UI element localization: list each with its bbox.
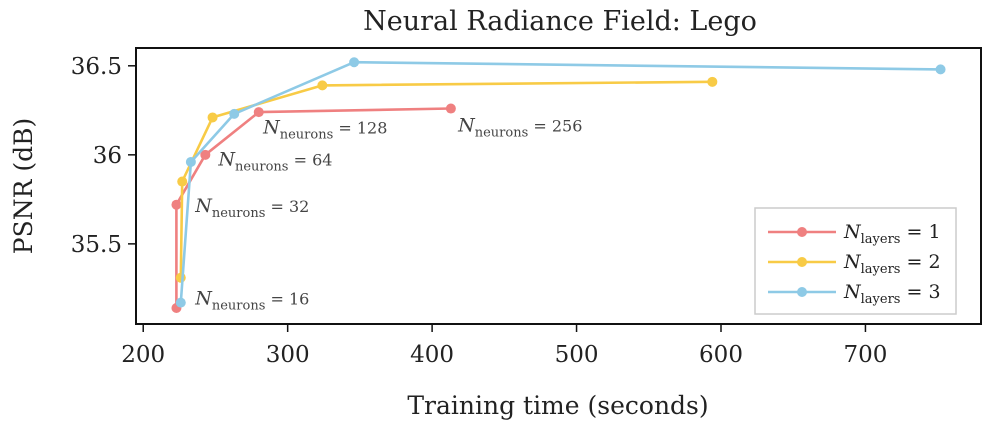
- legend-label-layers-2: Nlayers = 2: [843, 251, 941, 277]
- legend-swatch-marker: [797, 287, 807, 297]
- data-point: [349, 57, 360, 68]
- data-point: [171, 199, 182, 210]
- annotation-neurons: Nneurons = 32: [194, 195, 309, 221]
- annotation-neurons: Nneurons = 128: [262, 116, 387, 142]
- y-axis: 35.5 36 36.5: [71, 54, 136, 258]
- y-tick-label: 36: [93, 143, 122, 169]
- x-tick-label: 600: [699, 342, 743, 368]
- data-point: [253, 107, 264, 118]
- data-point: [445, 103, 456, 114]
- annotations: Nneurons = 16 Nneurons = 32 Nneurons = 64 N…: [194, 115, 582, 314]
- data-point: [175, 272, 186, 283]
- legend-swatch-marker: [797, 257, 807, 267]
- legend-swatch-marker: [797, 227, 807, 237]
- data-point: [185, 156, 196, 167]
- x-tick-label: 300: [266, 342, 310, 368]
- data-point: [200, 149, 211, 160]
- y-axis-label: PSNR (dB): [9, 118, 38, 254]
- data-point: [177, 176, 188, 187]
- data-point: [229, 108, 240, 119]
- legend-label-layers-3: Nlayers = 3: [843, 281, 941, 307]
- x-axis: 200 300 400 500 600 700: [121, 324, 887, 368]
- annotation-neurons: Nneurons = 16: [194, 287, 309, 313]
- x-tick-label: 400: [410, 342, 454, 368]
- data-point: [707, 76, 718, 87]
- data-point: [935, 64, 946, 75]
- annotation-neurons: Nneurons = 64: [217, 149, 332, 175]
- annotation-neurons: Nneurons = 256: [457, 115, 582, 141]
- legend-label-layers-1: Nlayers = 1: [843, 221, 941, 247]
- y-tick-label: 35.5: [71, 232, 122, 258]
- x-tick-label: 700: [843, 342, 887, 368]
- plot-frame: [135, 47, 982, 325]
- series-layer: [171, 57, 946, 313]
- legend: Nlayers = 1 Nlayers = 2 Nlayers = 3: [754, 207, 957, 315]
- x-tick-label: 500: [555, 342, 599, 368]
- chart-title: Neural Radiance Field: Lego: [363, 6, 757, 37]
- y-tick-label: 36.5: [71, 54, 122, 80]
- data-point: [175, 297, 186, 308]
- data-point: [317, 80, 328, 91]
- x-axis-label: Training time (seconds): [407, 391, 708, 420]
- x-tick-label: 200: [121, 342, 165, 368]
- data-point: [207, 112, 218, 123]
